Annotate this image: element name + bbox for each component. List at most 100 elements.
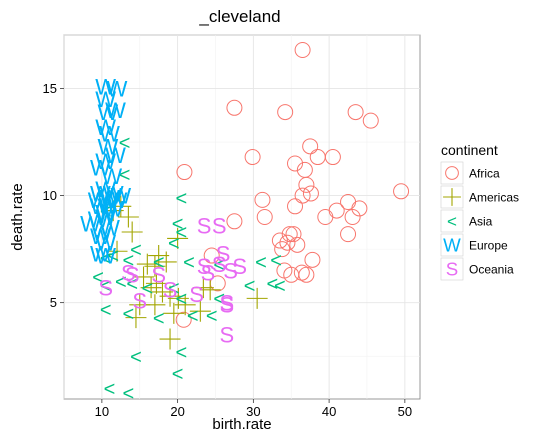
data-point-asia: < [153, 308, 165, 330]
data-point-africa [226, 213, 243, 230]
data-point-asia: < [141, 278, 153, 300]
legend-label-oceania: Oceania [469, 263, 514, 277]
data-point-africa [203, 247, 220, 264]
data-point-europe: W [98, 194, 119, 219]
y-tick-label: 15 [43, 81, 57, 96]
data-points: <<<<<<<<<< < < < < < << < << < << << <<< < < < << <<< <WWW… [80, 41, 410, 405]
data-point-europe: W [98, 100, 119, 125]
data-point-americas [144, 294, 166, 316]
x-tick-label: 50 [398, 404, 412, 419]
data-point-europe: W [95, 149, 116, 174]
data-point-oceania: S [151, 263, 166, 288]
data-point-oceania: S [132, 288, 147, 313]
data-point-africa [304, 251, 321, 268]
data-point-americas [136, 253, 158, 275]
data-point-europe: W [90, 156, 111, 181]
data-point-asia: < [183, 252, 195, 274]
data-point-americas [125, 307, 147, 329]
data-point-africa [362, 112, 379, 129]
data-point-europe: W [103, 196, 124, 221]
data-point-asia: < [100, 248, 112, 270]
data-point-oceania: S [125, 263, 140, 288]
data-point-europe: W [99, 186, 120, 211]
x-tick-label: 20 [170, 404, 184, 419]
data-point-africa [347, 104, 364, 121]
data-point-europe: W [95, 231, 116, 256]
data-point-europe: W [95, 177, 116, 202]
data-point-asia: < [100, 201, 112, 223]
data-point-oceania: S [220, 291, 235, 316]
data-point-asia: < [119, 132, 131, 154]
data-point-oceania: S [232, 254, 247, 279]
data-point-europe: W [90, 224, 111, 249]
data-point-asia: < [115, 271, 127, 293]
data-point-africa [317, 209, 334, 225]
data-point-asia: < [119, 164, 131, 186]
data-point-europe: W [103, 181, 124, 206]
data-point-africa [285, 226, 302, 243]
data-point-americas [246, 287, 268, 309]
data-point-asia: < [100, 276, 112, 298]
data-point-africa [274, 241, 291, 258]
data-point-asia: < [255, 252, 267, 274]
data-point-africa [294, 187, 311, 204]
data-point-europe: W [95, 205, 116, 230]
data-point-africa [176, 164, 193, 181]
x-axis-title: birth.rate [212, 416, 271, 433]
data-point-americas [148, 245, 170, 267]
data-point-africa [281, 226, 298, 243]
grid-lines [63, 34, 420, 399]
data-point-asia: < [130, 239, 142, 261]
data-point-oceania: S [220, 323, 235, 348]
legend-marker-africa [445, 166, 459, 180]
data-point-europe: W [105, 98, 126, 123]
data-point-europe: W [95, 243, 116, 268]
data-point-americas [145, 272, 167, 294]
data-point-africa [324, 149, 341, 166]
data-point-americas [140, 277, 162, 299]
data-point-africa [302, 138, 319, 155]
data-point-asia: < [244, 276, 256, 298]
data-point-europe: W [95, 201, 116, 226]
legend-marker-asia: < [447, 212, 457, 231]
data-point-africa [344, 209, 361, 225]
x-tick-label: 40 [322, 404, 336, 419]
data-point-oceania: S [216, 241, 231, 266]
data-point-oceania: S [121, 261, 136, 286]
y-axis-title: death.rate [9, 183, 26, 251]
data-point-asia: < [176, 222, 188, 244]
data-point-europe: W [88, 207, 109, 232]
data-point-europe: W [80, 211, 101, 236]
legend-key-africa [440, 161, 464, 185]
axes: 10 20 30 40 50 5 10 15 [43, 81, 413, 419]
data-point-oceania: S [212, 252, 227, 277]
data-point-africa [298, 176, 315, 193]
data-point-africa [294, 41, 311, 58]
data-point-asia: < [176, 342, 188, 364]
data-point-oceania: S [197, 254, 212, 279]
data-point-asia: < [270, 250, 282, 272]
legend-label-europe: Europe [469, 239, 508, 253]
x-tick-label: 30 [246, 404, 260, 419]
data-point-americas [174, 294, 196, 316]
data-point-americas [159, 328, 181, 350]
data-point-asia: < [176, 188, 188, 210]
y-tick-label: 5 [50, 295, 57, 310]
data-point-europe: W [90, 194, 111, 219]
legend-label-asia: Asia [469, 215, 493, 229]
data-point-asia: < [213, 254, 225, 276]
data-point-asia: < [153, 252, 165, 274]
data-point-asia: < [126, 274, 138, 296]
data-point-africa [289, 236, 306, 253]
legend-marker-oceania: S [446, 259, 458, 280]
data-point-asia: < [130, 346, 142, 368]
data-point-asia: < [107, 246, 119, 268]
chart-title: _cleveland [198, 7, 280, 26]
data-point-americas [102, 200, 124, 222]
data-point-asia: < [168, 233, 180, 255]
data-point-americas [117, 206, 139, 228]
legend-marker-americas [443, 188, 461, 206]
data-point-europe: W [95, 74, 116, 99]
data-point-africa [351, 200, 368, 217]
data-point-americas [106, 240, 128, 262]
